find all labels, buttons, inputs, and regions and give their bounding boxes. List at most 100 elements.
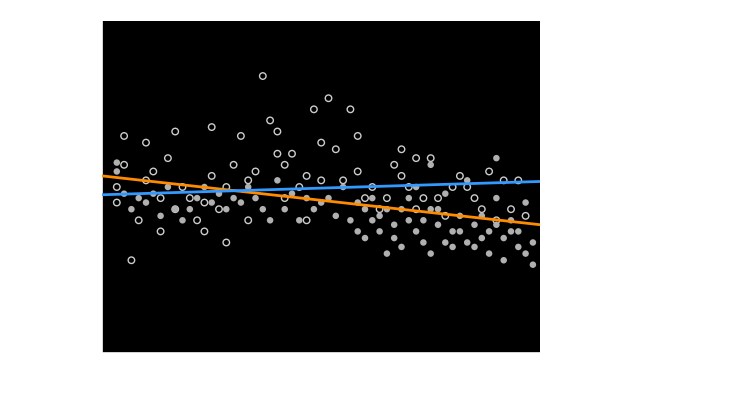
Point: [403, 184, 415, 190]
Point: [191, 195, 203, 201]
Point: [381, 250, 393, 257]
Point: [396, 146, 407, 152]
Point: [381, 195, 393, 201]
Point: [410, 228, 422, 235]
Point: [512, 228, 524, 235]
Point: [388, 235, 400, 241]
Point: [469, 222, 480, 228]
Point: [308, 106, 320, 113]
Point: [140, 177, 152, 184]
Point: [162, 184, 174, 190]
Point: [228, 195, 239, 201]
Point: [483, 228, 495, 235]
Point: [359, 206, 371, 212]
Point: [352, 168, 364, 175]
Point: [199, 184, 210, 190]
Point: [476, 206, 488, 212]
Point: [177, 184, 188, 190]
Point: [242, 217, 254, 224]
Point: [432, 206, 444, 212]
Point: [250, 168, 261, 175]
Point: [206, 173, 218, 179]
Point: [184, 195, 196, 201]
Point: [118, 133, 130, 139]
Point: [191, 217, 203, 224]
Point: [476, 235, 488, 241]
Point: [162, 155, 174, 162]
Point: [323, 95, 334, 102]
Point: [447, 228, 458, 235]
Point: [177, 217, 188, 224]
Point: [439, 239, 451, 246]
Point: [279, 195, 291, 201]
Point: [323, 195, 334, 201]
Point: [520, 250, 531, 257]
Point: [425, 206, 437, 212]
Point: [352, 228, 364, 235]
Point: [447, 184, 458, 190]
Point: [520, 212, 531, 219]
Point: [491, 217, 502, 224]
Point: [359, 235, 371, 241]
Point: [220, 206, 232, 212]
Point: [425, 155, 437, 162]
Point: [352, 199, 364, 206]
Point: [301, 173, 312, 179]
Point: [461, 177, 473, 184]
Point: [147, 168, 159, 175]
Point: [374, 212, 385, 219]
Point: [293, 217, 305, 224]
X-axis label: Age (Years): Age (Years): [267, 386, 375, 404]
Point: [279, 162, 291, 168]
Point: [242, 184, 254, 190]
Point: [418, 195, 429, 201]
Point: [388, 222, 400, 228]
Point: [264, 117, 276, 124]
Point: [491, 155, 502, 162]
Point: [272, 177, 283, 184]
Point: [133, 217, 145, 224]
Point: [118, 190, 130, 197]
Point: [286, 150, 298, 157]
Point: [199, 199, 210, 206]
Point: [381, 206, 393, 212]
Point: [330, 146, 342, 152]
Point: [242, 177, 254, 184]
Point: [272, 150, 283, 157]
Point: [293, 184, 305, 190]
Point: [169, 206, 181, 212]
Point: [345, 217, 356, 224]
Point: [308, 206, 320, 212]
Point: [374, 206, 385, 212]
Point: [213, 206, 225, 212]
Point: [439, 190, 451, 197]
Point: [396, 244, 407, 250]
Point: [352, 133, 364, 139]
Point: [469, 244, 480, 250]
Point: [432, 222, 444, 228]
Point: [206, 124, 218, 130]
Point: [520, 199, 531, 206]
Point: [228, 162, 239, 168]
Point: [345, 106, 356, 113]
Point: [118, 162, 130, 168]
Point: [126, 206, 137, 212]
Point: [264, 217, 276, 224]
Point: [147, 190, 159, 197]
Point: [498, 257, 510, 263]
Point: [155, 212, 166, 219]
Point: [111, 159, 123, 166]
Point: [461, 239, 473, 246]
Point: [425, 162, 437, 168]
Point: [111, 168, 123, 175]
Point: [111, 184, 123, 190]
Point: [432, 195, 444, 201]
Point: [483, 250, 495, 257]
Point: [213, 190, 225, 197]
Point: [454, 212, 466, 219]
Point: [491, 195, 502, 201]
Point: [286, 190, 298, 197]
Point: [366, 184, 378, 190]
Point: [454, 173, 466, 179]
Point: [155, 195, 166, 201]
